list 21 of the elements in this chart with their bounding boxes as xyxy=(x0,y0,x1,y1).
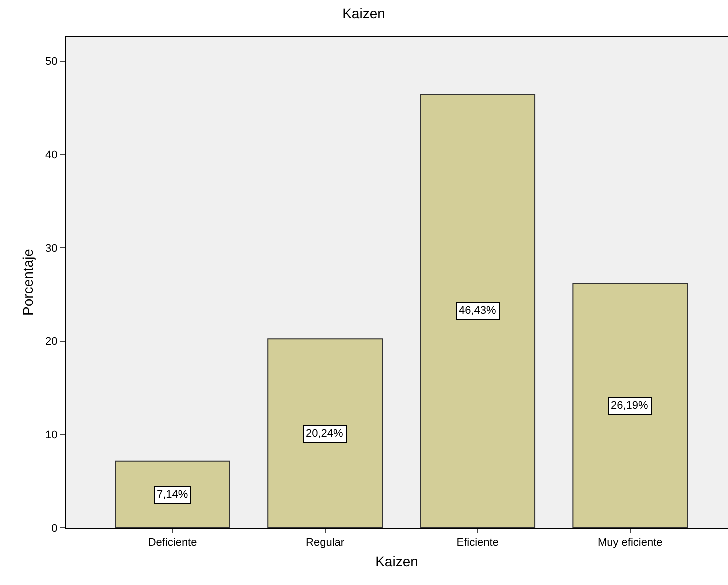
data-label: 7,14% xyxy=(157,489,188,501)
y-tick-label: 20 xyxy=(46,336,58,348)
data-label: 26,19% xyxy=(611,400,649,412)
x-tick-label: Deficiente xyxy=(148,537,198,550)
y-tick-label: 50 xyxy=(46,56,58,68)
y-axis-title: Porcentaje xyxy=(20,248,36,316)
x-tick-label: Regular xyxy=(306,537,345,550)
data-label: 46,43% xyxy=(459,305,497,317)
x-tick-label: Muy eficiente xyxy=(598,537,663,550)
y-tick-label: 30 xyxy=(46,242,58,255)
y-tick-label: 10 xyxy=(46,430,58,442)
data-label: 20,24% xyxy=(306,428,344,440)
chart-title: Kaizen xyxy=(342,6,386,22)
bar xyxy=(115,460,230,528)
x-axis-title: Kaizen xyxy=(376,554,418,570)
x-tick-label: Eficiente xyxy=(456,537,499,550)
y-tick-label: 40 xyxy=(46,149,58,162)
bar xyxy=(572,283,688,528)
y-tick-label: 0 xyxy=(52,522,58,535)
bar xyxy=(268,338,384,528)
bar xyxy=(420,94,536,528)
